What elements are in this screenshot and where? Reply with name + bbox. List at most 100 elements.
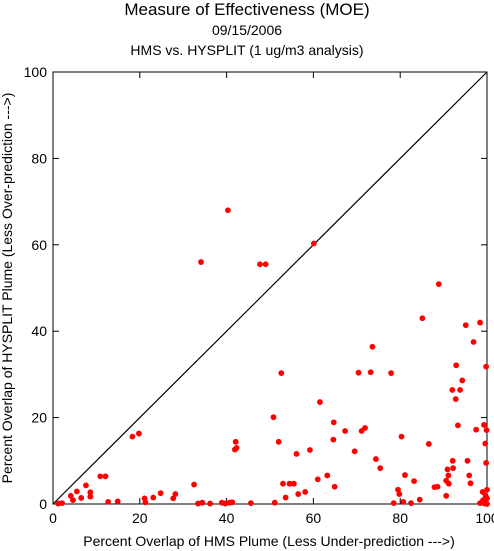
data-point — [191, 481, 197, 488]
data-point — [452, 396, 459, 402]
data-point — [317, 399, 323, 405]
data-point — [232, 438, 239, 445]
data-point — [282, 494, 289, 501]
x-tick-label: 0 — [49, 510, 57, 526]
data-point — [362, 425, 368, 431]
data-point — [324, 472, 331, 479]
data-point — [114, 498, 121, 505]
data-point — [479, 489, 486, 495]
data-point — [330, 436, 337, 443]
data-point — [293, 450, 300, 457]
data-point — [377, 465, 384, 472]
data-point — [482, 440, 489, 447]
data-point — [369, 343, 376, 350]
data-point — [464, 457, 471, 464]
data-point — [434, 483, 441, 490]
data-point — [450, 465, 457, 472]
data-point — [388, 370, 394, 377]
data-point — [172, 491, 179, 497]
data-point — [198, 259, 204, 265]
data-point — [207, 500, 214, 507]
data-point — [67, 492, 74, 499]
data-point — [83, 482, 89, 489]
data-point — [411, 478, 417, 485]
data-point — [449, 387, 456, 393]
chart-subtitle-analysis: HMS vs. HYSPLIT (1 ug/m3 analysis) — [130, 42, 364, 58]
data-point — [342, 428, 348, 434]
data-point — [290, 480, 297, 487]
data-point — [444, 466, 451, 473]
data-point — [78, 495, 85, 501]
data-point — [484, 495, 490, 502]
data-point — [435, 281, 442, 288]
data-point — [372, 456, 379, 462]
data-point — [262, 261, 269, 268]
data-point — [87, 489, 94, 496]
x-tick-label: 100 — [475, 510, 494, 526]
reference-diagonal-line — [52, 71, 488, 505]
data-point — [484, 486, 490, 493]
data-point — [477, 319, 483, 326]
data-point — [390, 500, 397, 507]
x-tick-label: 40 — [219, 510, 235, 526]
data-point — [150, 494, 157, 501]
data-point — [233, 444, 240, 451]
y-tick-label: 100 — [24, 64, 48, 80]
data-point — [257, 261, 263, 268]
y-axis-label: Percent Overlap of HYSPLIT Plume (Less O… — [0, 93, 15, 484]
data-point — [286, 480, 293, 487]
data-point — [466, 472, 473, 479]
data-point — [455, 422, 461, 429]
data-point — [87, 493, 94, 500]
data-point — [483, 427, 490, 434]
y-tick-label: 0 — [39, 496, 47, 512]
data-point — [295, 491, 302, 497]
data-point — [271, 499, 278, 506]
x-tick-label: 80 — [392, 510, 408, 526]
data-point — [136, 430, 142, 437]
data-point — [400, 498, 407, 505]
axis-tick-labels: 0 20 40 60 80 100 0 20 40 60 80 100 — [24, 64, 494, 526]
data-point — [229, 499, 236, 506]
data-point — [129, 433, 136, 440]
data-point — [170, 495, 177, 502]
data-point — [483, 460, 490, 466]
data-point — [302, 489, 309, 495]
y-tick-label: 20 — [31, 410, 47, 426]
data-point — [445, 480, 452, 487]
data-point — [280, 480, 286, 487]
data-point — [142, 499, 149, 506]
data-point — [398, 433, 405, 440]
data-point — [445, 472, 452, 479]
data-point — [425, 441, 432, 447]
data-point — [473, 426, 480, 433]
data-point — [307, 447, 313, 453]
chart-title: Measure of Effectiveness (MOE) — [124, 0, 370, 19]
data-point — [419, 315, 426, 322]
data-point — [462, 322, 469, 329]
data-point — [453, 362, 460, 369]
data-point — [459, 377, 466, 384]
data-point — [102, 473, 109, 480]
data-point — [59, 500, 66, 507]
data-point — [314, 476, 321, 483]
data-point — [248, 500, 254, 507]
data-point — [443, 492, 450, 499]
chart-subtitle-date: 09/15/2006 — [211, 22, 283, 38]
data-point — [467, 480, 474, 487]
data-point — [481, 422, 487, 428]
data-point — [157, 490, 164, 497]
plot-frame — [52, 71, 488, 505]
x-tick-label: 20 — [132, 510, 148, 526]
data-point — [105, 498, 112, 505]
data-point — [483, 363, 490, 370]
x-tick-label: 60 — [306, 510, 322, 526]
data-point — [470, 339, 477, 345]
data-point — [416, 496, 423, 503]
data-point — [402, 472, 408, 478]
data-point — [278, 370, 285, 377]
data-points — [55, 207, 490, 507]
data-point — [396, 491, 403, 497]
data-point — [330, 419, 337, 426]
data-point — [222, 500, 229, 507]
